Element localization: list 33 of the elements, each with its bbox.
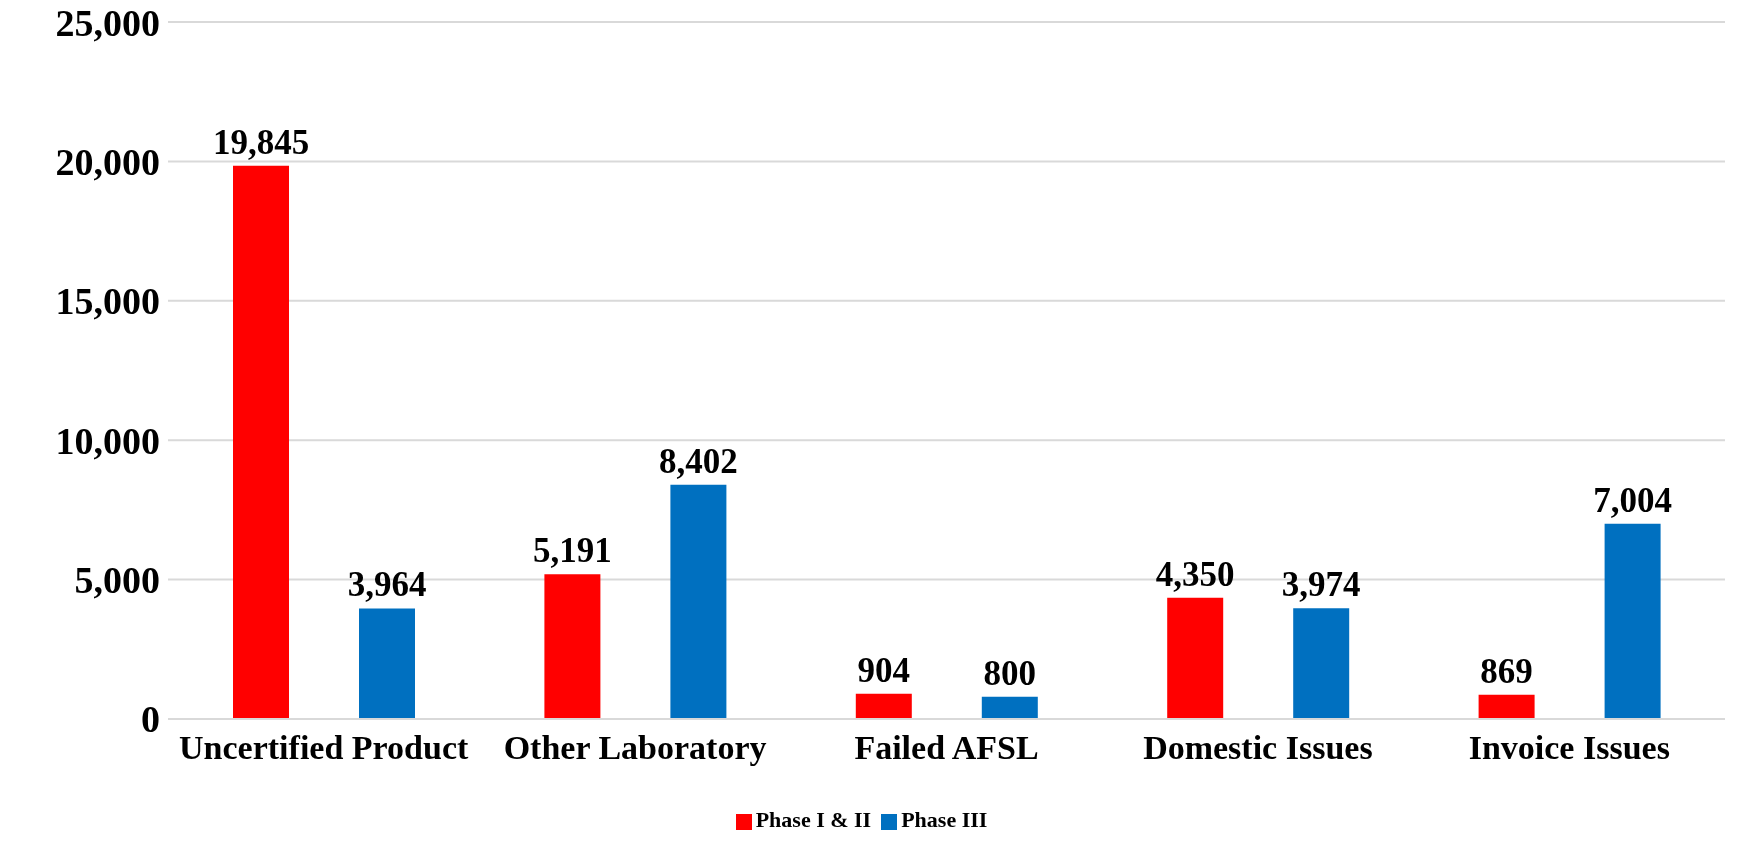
data-label: 5,191	[533, 531, 612, 571]
data-label: 3,964	[347, 565, 427, 605]
legend-label: Phase I & II	[755, 807, 872, 832]
data-label: 800	[983, 653, 1037, 693]
bar	[1167, 597, 1224, 719]
y-tick-label: 5,000	[74, 559, 160, 602]
bar	[1604, 523, 1661, 719]
bar	[359, 608, 415, 719]
legend-label: Phase III	[901, 807, 988, 832]
y-tick-label: 15,000	[55, 280, 160, 323]
bar	[233, 165, 289, 719]
bar	[855, 693, 912, 719]
bar	[981, 696, 1038, 719]
data-label: 4,350	[1155, 554, 1235, 594]
bar	[544, 574, 601, 719]
data-label: 904	[857, 650, 911, 690]
data-label: 869	[1480, 651, 1533, 691]
x-tick-label: Invoice Issues	[1468, 729, 1670, 767]
x-tick-label: Domestic Issues	[1143, 729, 1373, 767]
x-tick-label: Failed AFSL	[854, 729, 1039, 767]
x-tick-label: Uncertified Product	[179, 729, 469, 767]
bar	[670, 484, 727, 719]
bar	[1293, 608, 1350, 719]
data-label: 7,004	[1593, 480, 1672, 520]
y-tick-label: 0	[141, 698, 160, 741]
data-label: 19,845	[212, 122, 310, 162]
data-label: 3,974	[1281, 565, 1361, 605]
y-tick-label: 25,000	[55, 1, 160, 44]
data-label: 8,402	[659, 441, 738, 481]
y-tick-label: 20,000	[55, 140, 160, 183]
y-tick-label: 10,000	[55, 419, 160, 462]
bar	[1478, 694, 1535, 719]
x-tick-label: Other Laboratory	[503, 729, 767, 767]
